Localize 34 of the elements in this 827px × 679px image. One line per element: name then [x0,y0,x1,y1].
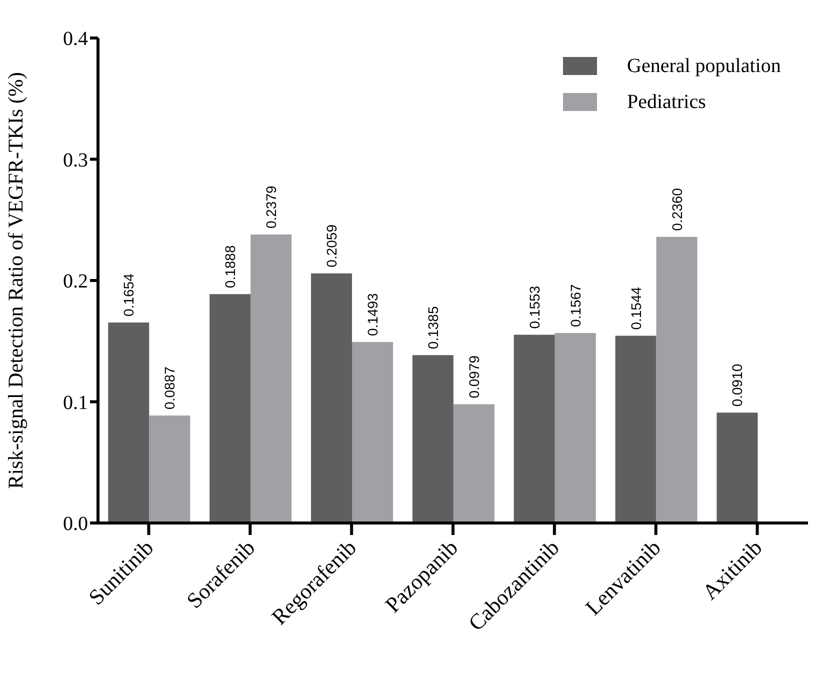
data-label: 0.2360 [668,188,685,231]
bar [352,342,393,523]
y-axis-title: Risk-signal Detection Ratio of VEGFR-TKIs (%) [3,72,28,489]
data-label: 0.0979 [466,355,482,398]
data-label: 0.2379 [263,186,280,229]
data-label: 0.2059 [324,224,340,268]
bar [615,336,656,523]
data-label: 0.1567 [567,284,584,327]
bar [453,404,494,523]
data-label: 0.1888 [222,245,238,288]
data-label: 0.1544 [628,286,644,330]
bar [108,322,150,523]
bar [149,415,190,523]
bar [412,355,454,523]
data-label: 0.0910 [729,364,746,407]
bar [554,333,596,523]
y-tick-label: 0.2 [63,270,88,293]
bar [250,234,292,523]
data-label: 0.1553 [526,286,542,329]
bar [716,412,758,523]
y-tick-label: 0.4 [63,28,88,50]
data-label: 0.0887 [162,366,178,410]
data-label: 0.1654 [120,273,137,316]
y-tick-label: 0.0 [63,513,88,536]
data-label: 0.1493 [364,292,380,336]
data-label: 0.1385 [424,306,441,350]
y-tick-label: 0.1 [63,392,88,414]
legend-label: Pediatrics [627,90,706,114]
legend-label: General population [627,54,781,78]
bar [210,294,251,523]
y-tick-label: 0.3 [63,149,88,172]
bar [656,236,698,523]
bar [311,273,352,523]
bar [514,334,555,523]
